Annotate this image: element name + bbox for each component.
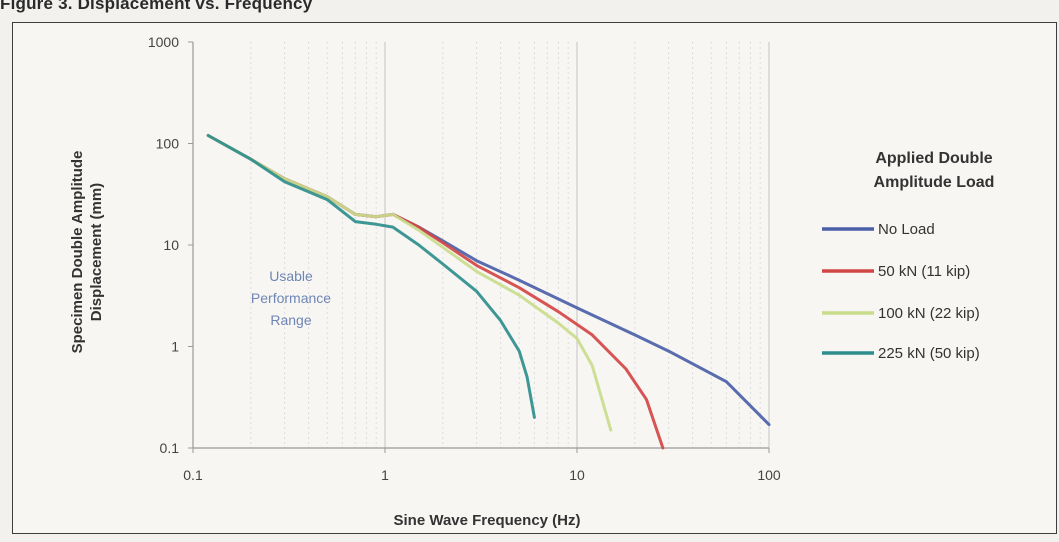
- legend-label-3: 100 kN (22 kip): [878, 305, 980, 322]
- series-line-3: [206, 134, 613, 432]
- y-axis-title-line-2: Displacement (mm): [88, 183, 105, 321]
- legend: No Load 50 kN (11 kip) 100 kN (22 kip) 225 …: [822, 221, 980, 362]
- legend-label-2: 50 kN (11 kip): [878, 263, 970, 280]
- y-tick-label: 1: [171, 339, 179, 355]
- y-tick-label: 0.1: [160, 440, 180, 456]
- legend-title-line-1: Applied Double: [875, 150, 992, 167]
- series-line-4: [206, 134, 536, 419]
- annotation-line-1: Usable: [269, 268, 313, 284]
- figure-caption: Figure 3. Displacement vs. Frequency: [0, 0, 313, 13]
- x-axis-title: Sine Wave Frequency (Hz): [394, 512, 581, 529]
- series-lines: [206, 134, 771, 450]
- annotation-line-3: Range: [270, 312, 311, 328]
- y-axis-title-line-1: Specimen Double Amplitude: [69, 151, 86, 354]
- y-tick-label: 10: [163, 237, 179, 253]
- x-tick-labels: 0.1 1 10 100: [183, 467, 781, 483]
- x-tick-label: 10: [569, 467, 585, 483]
- x-tick-label: 1: [381, 467, 389, 483]
- x-tick-label: 0.1: [183, 467, 203, 483]
- y-tick-labels: 1000 100 10 1 0.1: [148, 34, 179, 456]
- axes: [188, 41, 770, 453]
- y-tick-label: 1000: [148, 34, 179, 50]
- x-tick-label: 100: [757, 467, 781, 483]
- legend-label-4: 225 kN (50 kip): [878, 345, 980, 362]
- grid-lines: [250, 42, 770, 448]
- legend-label-1: No Load: [878, 221, 935, 238]
- annotation-line-2: Performance: [251, 290, 331, 306]
- y-tick-label: 100: [156, 136, 180, 152]
- legend-title-line-2: Amplitude Load: [874, 174, 995, 191]
